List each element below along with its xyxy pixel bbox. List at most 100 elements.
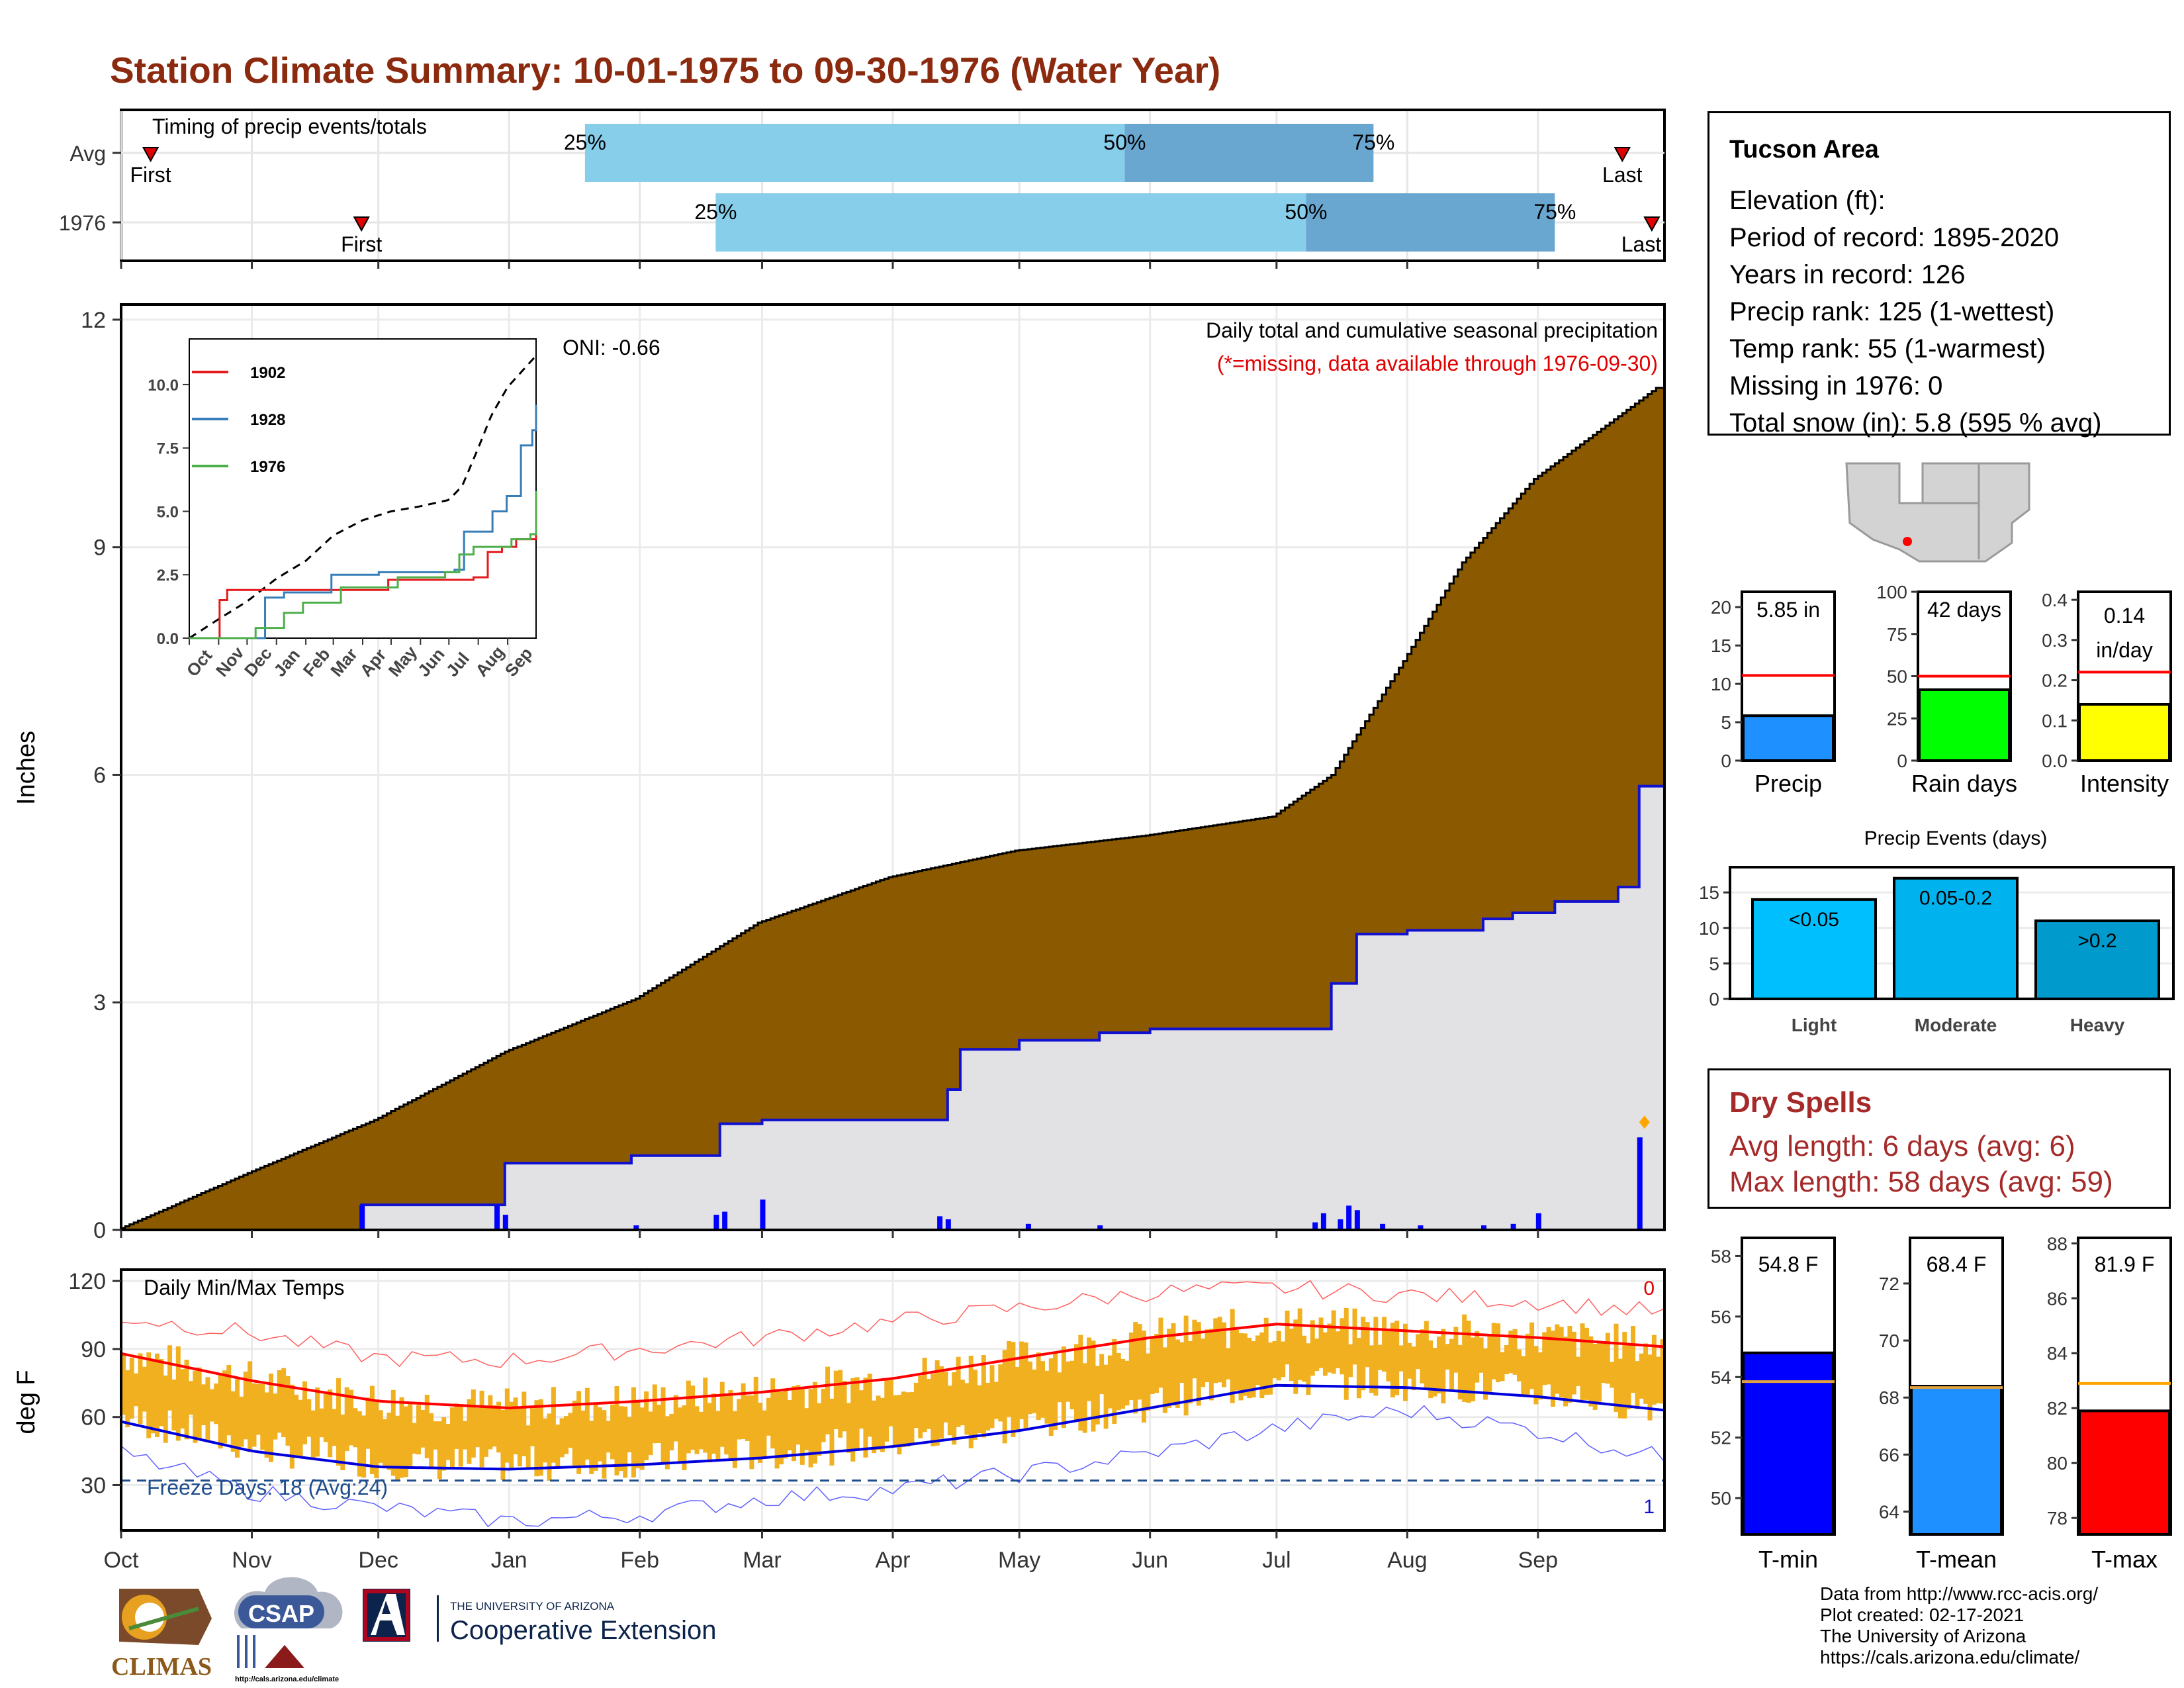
daily-temp-bar <box>374 1401 379 1478</box>
station-temp-rank: Temp rank: 55 (1-warmest) <box>1729 334 2046 363</box>
daily-temp-bar <box>1639 1353 1644 1399</box>
tmean-value: 68.4 F <box>1927 1252 1987 1276</box>
daily-temp-bar <box>623 1406 628 1478</box>
daily-temp-bar <box>1023 1342 1028 1429</box>
daily-temp-bar <box>1263 1317 1269 1395</box>
daily-temp-bar <box>1133 1322 1138 1414</box>
month-label-feb: Feb <box>620 1548 659 1573</box>
daily-temp-bar <box>719 1382 725 1447</box>
daily-temp-bar <box>1416 1334 1421 1370</box>
daily-temp-bar <box>1601 1343 1606 1383</box>
daily-temp-bar <box>737 1399 742 1440</box>
daily-temp-bar <box>429 1413 434 1469</box>
temp-ytick-label: 60 <box>81 1405 106 1430</box>
daily-temp-bar <box>483 1407 488 1457</box>
daily-temp-bar <box>1238 1333 1244 1401</box>
daily-temp-bar <box>660 1387 666 1462</box>
inset-ytick-label: 7.5 <box>157 440 179 458</box>
daily-temp-bar <box>1015 1366 1020 1431</box>
tmax-tick-label: 84 <box>2047 1343 2068 1364</box>
daily-temp-bar <box>171 1380 177 1430</box>
events-bar-label: >0.2 <box>2077 930 2116 952</box>
daily-temp-bar <box>1150 1337 1155 1394</box>
daily-temp-bar <box>1259 1332 1265 1399</box>
daily-temp-bar <box>610 1404 615 1460</box>
daily-temp-bar <box>939 1366 944 1439</box>
daily-temp-bar <box>1525 1333 1530 1397</box>
daily-temp-bar <box>150 1360 156 1434</box>
csap-logo: CSAP http://cals.arizona.edu/climate <box>234 1577 343 1683</box>
precip-annotation-title: Daily total and cumulative seasonal prec… <box>1206 318 1658 342</box>
events-bar-label: 0.05-0.2 <box>1919 888 1992 910</box>
daily-temp-bar <box>184 1360 189 1440</box>
inset-ytick-label: 5.0 <box>157 503 179 521</box>
daily-temp-bar <box>783 1390 788 1459</box>
timing-p25-label: 25% <box>694 200 737 224</box>
daily-temp-bar <box>340 1414 345 1470</box>
daily-temp-bar <box>1597 1342 1602 1402</box>
daily-temp-bar <box>500 1410 506 1480</box>
daily-temp-bar <box>1504 1344 1509 1374</box>
daily-precip-bar <box>760 1199 766 1230</box>
ua-small-text: THE UNIVERSITY OF ARIZONA <box>450 1600 615 1613</box>
daily-temp-bar <box>952 1372 957 1445</box>
daily-precip-bar <box>502 1215 508 1230</box>
month-label-jul: Jul <box>1262 1548 1291 1573</box>
daily-temp-bar <box>1255 1335 1260 1385</box>
events-frame <box>1729 866 2175 1000</box>
daily-precip-bar <box>1510 1223 1516 1230</box>
tmean-label: T-mean <box>1916 1546 1997 1573</box>
daily-temp-bar <box>664 1416 670 1470</box>
daily-temp-bar <box>648 1411 653 1456</box>
temp-count-bottom: 1 <box>1643 1496 1655 1518</box>
daily-temp-bar <box>901 1391 906 1448</box>
daily-temp-bar <box>488 1395 493 1450</box>
daily-temp-bar <box>513 1397 518 1454</box>
daily-temp-bar <box>1053 1352 1058 1430</box>
month-label-apr: Apr <box>876 1548 911 1573</box>
daily-temp-bar <box>218 1375 223 1449</box>
daily-temp-bar <box>1048 1358 1054 1436</box>
daily-temp-bar <box>876 1395 881 1450</box>
inset-legend-label-1976: 1976 <box>250 458 285 476</box>
precip-ytick-label: 12 <box>81 308 106 333</box>
daily-temp-bar <box>1082 1363 1087 1433</box>
daily-temp-bar <box>1605 1333 1610 1384</box>
daily-temp-bar <box>678 1407 683 1464</box>
dry-spells-max: Max length: 58 days (avg: 59) <box>1729 1166 2113 1198</box>
daily-temp-bar <box>838 1370 843 1438</box>
precip-total-tick-label: 5 <box>1721 712 1731 733</box>
location-map <box>1844 461 2030 563</box>
daily-temp-bar <box>1660 1339 1665 1404</box>
daily-temp-bar <box>568 1413 573 1448</box>
events-tick-label: 0 <box>1709 989 1719 1009</box>
rain-days-label: Rain days <box>1911 770 2017 797</box>
daily-temp-bar <box>1643 1343 1649 1404</box>
daily-temp-bar <box>1091 1340 1096 1432</box>
inset-series-1976 <box>189 491 537 639</box>
precip-ytick-label: 3 <box>93 990 106 1015</box>
station-elevation: Elevation (ft): <box>1729 186 1886 215</box>
daily-temp-bar <box>251 1383 257 1447</box>
tmin-bar <box>1742 1351 1835 1536</box>
intensity-tick-label: 0.3 <box>2042 630 2068 651</box>
daily-temp-bar <box>214 1383 219 1425</box>
daily-temp-bar <box>564 1416 569 1454</box>
tmax-tick-label: 86 <box>2047 1288 2068 1309</box>
intensity-bar <box>2078 703 2171 762</box>
daily-temp-bar <box>1306 1343 1311 1395</box>
timing-bar-50-75 <box>1306 193 1555 252</box>
daily-temp-bar <box>808 1389 813 1468</box>
daily-temp-bar <box>1011 1342 1016 1437</box>
daily-temp-bar <box>328 1389 333 1458</box>
daily-temp-bar <box>1512 1329 1518 1375</box>
daily-temp-bar <box>323 1394 328 1442</box>
daily-temp-bar <box>931 1374 936 1446</box>
daily-temp-bar <box>1479 1337 1484 1373</box>
daily-temp-bar <box>353 1408 358 1448</box>
daily-temp-bar <box>1610 1362 1615 1388</box>
daily-temp-bar <box>1276 1331 1281 1381</box>
daily-temp-bar <box>1213 1318 1218 1383</box>
daily-temp-bar <box>517 1407 522 1467</box>
month-label-aug: Aug <box>1387 1548 1428 1573</box>
